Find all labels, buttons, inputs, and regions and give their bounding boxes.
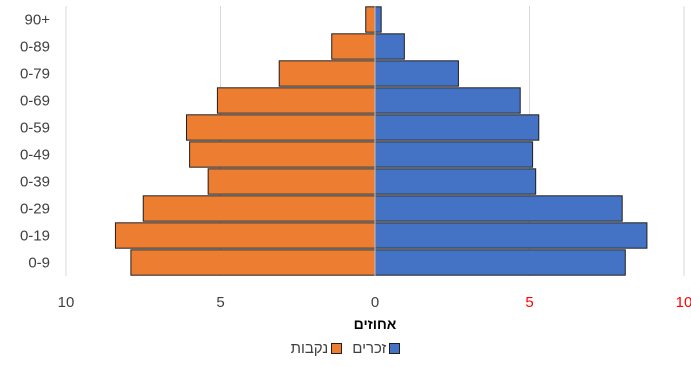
- bar-male-60-69: [374, 87, 521, 114]
- y-tick-label: 0-69: [20, 93, 50, 110]
- bar-male-80-89: [374, 33, 405, 60]
- legend: זכרים נקבות: [0, 340, 691, 357]
- x-axis-tick-labels: 10 5 0 5 10: [58, 294, 691, 311]
- y-tick-label: 0-29: [20, 201, 50, 218]
- bar-female-20-29: [142, 195, 376, 222]
- legend-item-female: נקבות: [291, 340, 343, 357]
- y-axis-tick-labels: 0-9 0-19 0-29 0-39 0-49 0-59 0-69 0-79 0-89 90+: [20, 12, 50, 272]
- y-tick-label: 0-19: [20, 228, 50, 245]
- bar-male-0-9: [374, 249, 626, 276]
- bar-male-90+: [374, 6, 382, 33]
- bar-female-60-69: [216, 87, 376, 114]
- bar-female-80-89: [331, 33, 376, 60]
- legend-item-male: זכרים: [352, 340, 401, 357]
- bar-male-40-49: [374, 141, 534, 168]
- bar-female-40-49: [189, 141, 376, 168]
- y-tick-label: 0-89: [20, 39, 50, 56]
- x-axis-title: אחוזים: [354, 316, 397, 332]
- bar-female-30-39: [207, 168, 376, 195]
- bar-male-10-19: [374, 222, 648, 249]
- y-tick-label: 0-49: [20, 147, 50, 164]
- legend-swatch-female: [331, 343, 343, 354]
- bars: [114, 6, 648, 276]
- legend-label-female: נקבות: [290, 340, 329, 357]
- bar-female-10-19: [114, 222, 376, 249]
- y-tick-label: 0-39: [20, 174, 50, 191]
- bar-female-0-9: [130, 249, 376, 276]
- x-tick-label: 10: [58, 294, 75, 311]
- y-tick-label: 90+: [25, 12, 51, 29]
- y-tick-label: 0-9: [28, 255, 50, 272]
- x-tick-label: 5: [525, 294, 533, 311]
- bar-male-30-39: [374, 168, 537, 195]
- x-tick-label: 0: [371, 294, 379, 311]
- bar-male-70-79: [374, 60, 459, 87]
- x-tick-label: 5: [216, 294, 224, 311]
- y-tick-label: 0-59: [20, 120, 50, 137]
- bar-female-90+: [365, 6, 376, 33]
- y-tick-label: 0-79: [20, 66, 50, 83]
- bar-male-20-29: [374, 195, 623, 222]
- bar-male-50-59: [374, 114, 540, 141]
- bar-female-50-59: [186, 114, 376, 141]
- x-tick-label: 10: [676, 294, 691, 311]
- legend-label-male: זכרים: [352, 340, 387, 357]
- legend-swatch-male: [389, 343, 401, 354]
- bar-female-70-79: [278, 60, 376, 87]
